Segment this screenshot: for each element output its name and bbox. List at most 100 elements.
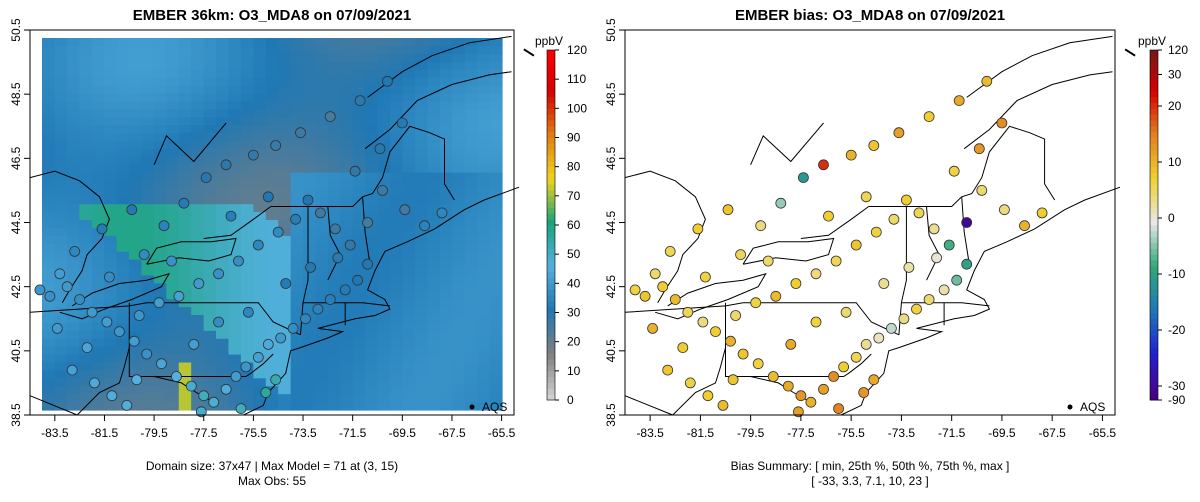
model-grid-cell	[166, 85, 180, 94]
obs-site-marker	[188, 338, 200, 350]
model-grid-cell	[116, 259, 130, 269]
model-grid-cell	[191, 267, 205, 277]
model-grid-cell	[477, 283, 491, 292]
model-grid-cell	[303, 362, 317, 372]
model-grid-cell	[153, 156, 167, 166]
model-grid-cell	[178, 235, 192, 245]
model-grid-cell	[452, 140, 466, 150]
colorbar-swatch	[547, 376, 555, 383]
model-grid-cell	[265, 227, 279, 237]
obs-site-marker	[173, 290, 185, 302]
model-grid-cell	[253, 378, 267, 387]
model-grid-cell	[141, 243, 155, 253]
model-grid-cell	[452, 370, 466, 379]
model-grid-cell	[464, 338, 478, 348]
model-grid-cell	[290, 101, 304, 110]
boundary-line	[624, 302, 900, 336]
model-grid-cell	[240, 204, 254, 213]
obs-site-marker	[74, 294, 85, 305]
model-grid-cell	[477, 93, 491, 102]
y-tick-label: 42.5	[604, 275, 618, 299]
model-grid-cell	[290, 61, 304, 71]
model-grid-cell	[365, 38, 379, 47]
boundary-line	[29, 302, 301, 336]
model-grid-cell	[427, 45, 441, 55]
model-grid-cell	[327, 346, 341, 356]
model-grid-cell	[452, 354, 466, 364]
model-grid-cell	[141, 362, 155, 372]
model-grid-cell	[166, 243, 180, 253]
model-grid-cell	[42, 117, 56, 126]
model-grid-cell	[240, 38, 254, 47]
model-grid-cell	[166, 188, 180, 197]
obs-site-marker	[948, 165, 960, 177]
obs-site-marker	[762, 255, 774, 267]
model-grid-cell	[66, 204, 80, 213]
model-grid-cell	[91, 69, 105, 79]
model-grid-cell	[327, 315, 341, 324]
model-grid-cell	[265, 315, 279, 324]
model-grid-cell	[377, 220, 391, 229]
model-grid-cell	[278, 132, 292, 142]
model-grid-cell	[216, 346, 230, 356]
model-grid-cell	[365, 93, 379, 102]
model-grid-cell	[104, 132, 118, 142]
model-grid-cell	[216, 275, 230, 284]
model-grid-cell	[141, 370, 155, 379]
model-grid-cell	[178, 299, 192, 308]
model-grid-cell	[216, 330, 230, 340]
model-grid-cell	[278, 362, 292, 372]
obs-site-marker	[845, 149, 857, 161]
obs-site-marker	[156, 358, 167, 370]
model-grid-cell	[42, 132, 56, 142]
model-grid-cell	[278, 394, 292, 403]
model-grid-cell	[191, 164, 205, 174]
model-grid-cell	[54, 354, 68, 364]
model-grid-cell	[216, 77, 230, 87]
model-grid-cell	[352, 77, 366, 87]
model-grid-cell	[253, 156, 267, 166]
model-grid-cell	[315, 378, 329, 387]
model-grid-cell	[327, 69, 341, 79]
model-grid-cell	[477, 259, 491, 269]
model-grid-cell	[340, 259, 354, 269]
model-grid-cell	[153, 212, 167, 221]
model-grid-cell	[91, 322, 105, 332]
obs-site-marker	[54, 268, 66, 280]
obs-site-marker	[332, 252, 344, 264]
model-grid-cell	[315, 346, 329, 356]
model-grid-cell	[166, 291, 180, 300]
model-grid-cell	[340, 346, 354, 356]
model-grid-cell	[203, 346, 217, 356]
model-grid-cell	[141, 109, 155, 118]
model-grid-cell	[452, 38, 466, 47]
model-grid-cell	[427, 109, 441, 118]
model-grid-cell	[327, 402, 341, 411]
obs-site-marker	[287, 322, 299, 334]
model-grid-cell	[439, 109, 453, 118]
model-grid-cell	[303, 346, 317, 356]
model-grid-cell	[116, 164, 130, 174]
model-grid-cell	[427, 330, 441, 340]
obs-site-marker	[775, 197, 787, 209]
model-grid-cell	[253, 77, 267, 87]
model-grid-cell	[191, 156, 205, 166]
model-grid-cell	[377, 156, 391, 166]
model-grid-cell	[116, 45, 130, 55]
model-grid-cell	[452, 196, 466, 205]
model-grid-cell	[352, 38, 366, 47]
model-grid-cell	[203, 378, 217, 387]
model-grid-cell	[116, 132, 130, 142]
model-grid-cell	[153, 117, 167, 126]
colorbar-swatch	[547, 382, 555, 389]
colorbar-swatch	[547, 289, 555, 296]
model-grid-cell	[253, 212, 267, 221]
model-grid-cell	[166, 220, 180, 229]
model-grid-cell	[141, 172, 155, 182]
model-grid-cell	[166, 283, 180, 292]
model-grid-cell	[191, 307, 205, 316]
model-grid-cell	[129, 275, 143, 284]
model-grid-cell	[327, 61, 341, 71]
model-grid-cell	[439, 117, 453, 126]
